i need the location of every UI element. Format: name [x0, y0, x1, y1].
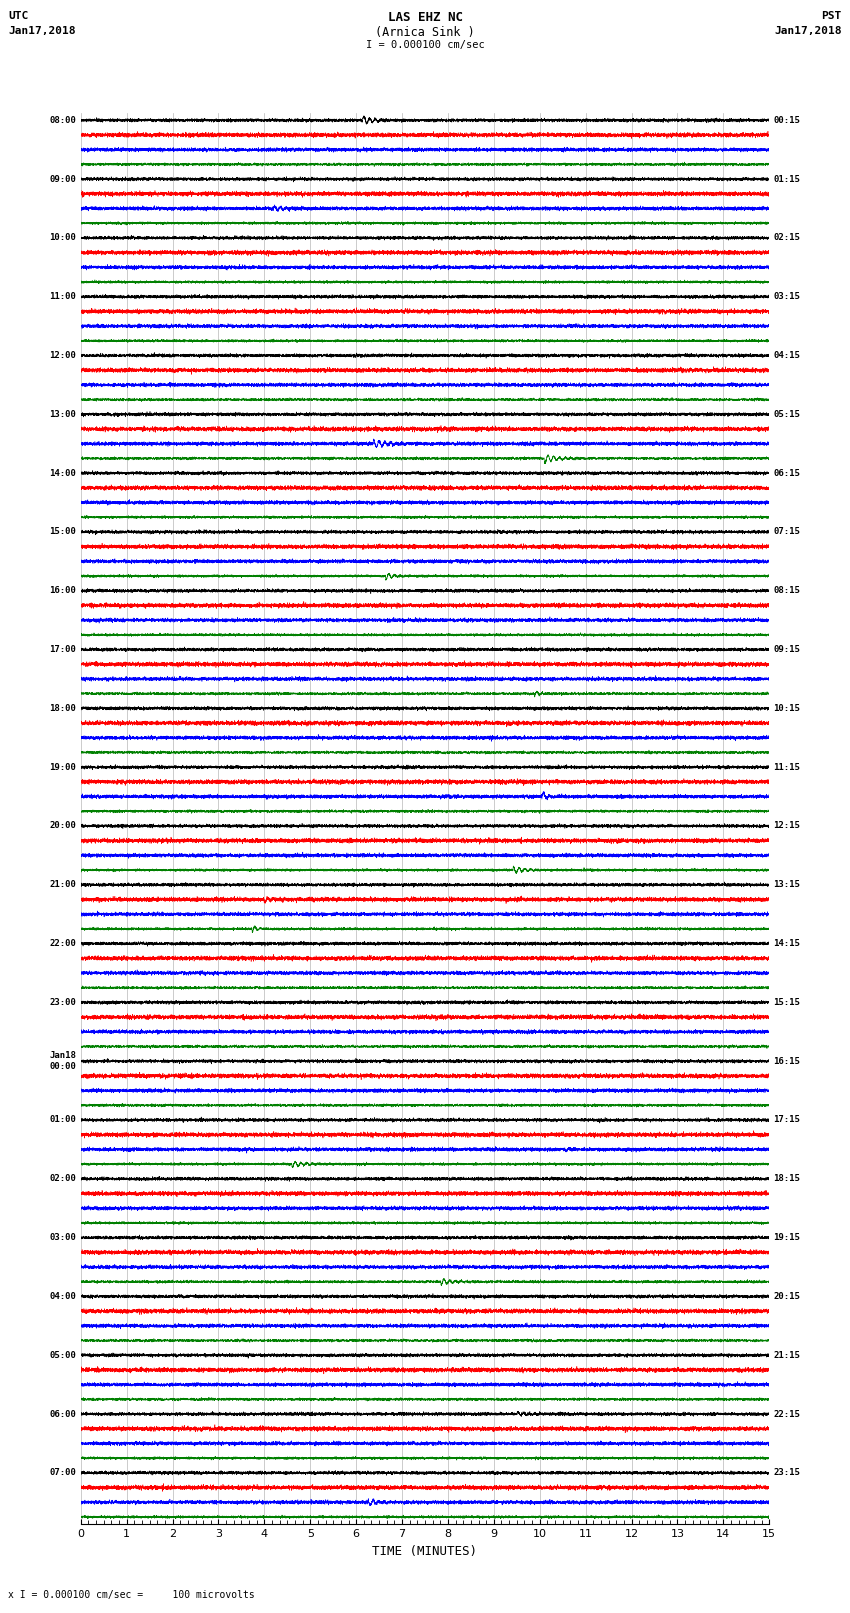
Text: 23:00: 23:00: [49, 998, 76, 1007]
Text: 10:15: 10:15: [774, 703, 801, 713]
Text: Jan17,2018: Jan17,2018: [774, 26, 842, 35]
Text: 11:15: 11:15: [774, 763, 801, 771]
Text: 14:00: 14:00: [49, 469, 76, 477]
Text: 10:00: 10:00: [49, 234, 76, 242]
Text: 06:00: 06:00: [49, 1410, 76, 1418]
Text: 04:15: 04:15: [774, 352, 801, 360]
Text: 14:15: 14:15: [774, 939, 801, 948]
Text: I = 0.000100 cm/sec: I = 0.000100 cm/sec: [366, 40, 484, 50]
Text: 03:15: 03:15: [774, 292, 801, 302]
Text: 22:00: 22:00: [49, 939, 76, 948]
Text: 05:00: 05:00: [49, 1350, 76, 1360]
Text: Jan17,2018: Jan17,2018: [8, 26, 76, 35]
Text: 19:00: 19:00: [49, 763, 76, 771]
Text: 17:00: 17:00: [49, 645, 76, 653]
Text: 16:15: 16:15: [774, 1057, 801, 1066]
Text: 04:00: 04:00: [49, 1292, 76, 1302]
Text: 12:00: 12:00: [49, 352, 76, 360]
Text: 23:15: 23:15: [774, 1468, 801, 1478]
Text: x I = 0.000100 cm/sec =     100 microvolts: x I = 0.000100 cm/sec = 100 microvolts: [8, 1590, 255, 1600]
Text: 18:00: 18:00: [49, 703, 76, 713]
Text: (Arnica Sink ): (Arnica Sink ): [375, 26, 475, 39]
X-axis label: TIME (MINUTES): TIME (MINUTES): [372, 1545, 478, 1558]
Text: 01:00: 01:00: [49, 1116, 76, 1124]
Text: 02:15: 02:15: [774, 234, 801, 242]
Text: UTC: UTC: [8, 11, 29, 21]
Text: LAS EHZ NC: LAS EHZ NC: [388, 11, 462, 24]
Text: 20:15: 20:15: [774, 1292, 801, 1302]
Text: 20:00: 20:00: [49, 821, 76, 831]
Text: 00:15: 00:15: [774, 116, 801, 124]
Text: 05:15: 05:15: [774, 410, 801, 419]
Text: 01:15: 01:15: [774, 174, 801, 184]
Text: 17:15: 17:15: [774, 1116, 801, 1124]
Text: 07:15: 07:15: [774, 527, 801, 537]
Text: 11:00: 11:00: [49, 292, 76, 302]
Text: 08:15: 08:15: [774, 586, 801, 595]
Text: 06:15: 06:15: [774, 469, 801, 477]
Text: Jan18
00:00: Jan18 00:00: [49, 1052, 76, 1071]
Text: 21:00: 21:00: [49, 881, 76, 889]
Text: 09:00: 09:00: [49, 174, 76, 184]
Text: 03:00: 03:00: [49, 1232, 76, 1242]
Text: 15:00: 15:00: [49, 527, 76, 537]
Text: 22:15: 22:15: [774, 1410, 801, 1418]
Text: 16:00: 16:00: [49, 586, 76, 595]
Text: 09:15: 09:15: [774, 645, 801, 653]
Text: 18:15: 18:15: [774, 1174, 801, 1184]
Text: 07:00: 07:00: [49, 1468, 76, 1478]
Text: 19:15: 19:15: [774, 1232, 801, 1242]
Text: 15:15: 15:15: [774, 998, 801, 1007]
Text: 21:15: 21:15: [774, 1350, 801, 1360]
Text: 08:00: 08:00: [49, 116, 76, 124]
Text: 13:15: 13:15: [774, 881, 801, 889]
Text: PST: PST: [821, 11, 842, 21]
Text: 13:00: 13:00: [49, 410, 76, 419]
Text: 12:15: 12:15: [774, 821, 801, 831]
Text: 02:00: 02:00: [49, 1174, 76, 1184]
